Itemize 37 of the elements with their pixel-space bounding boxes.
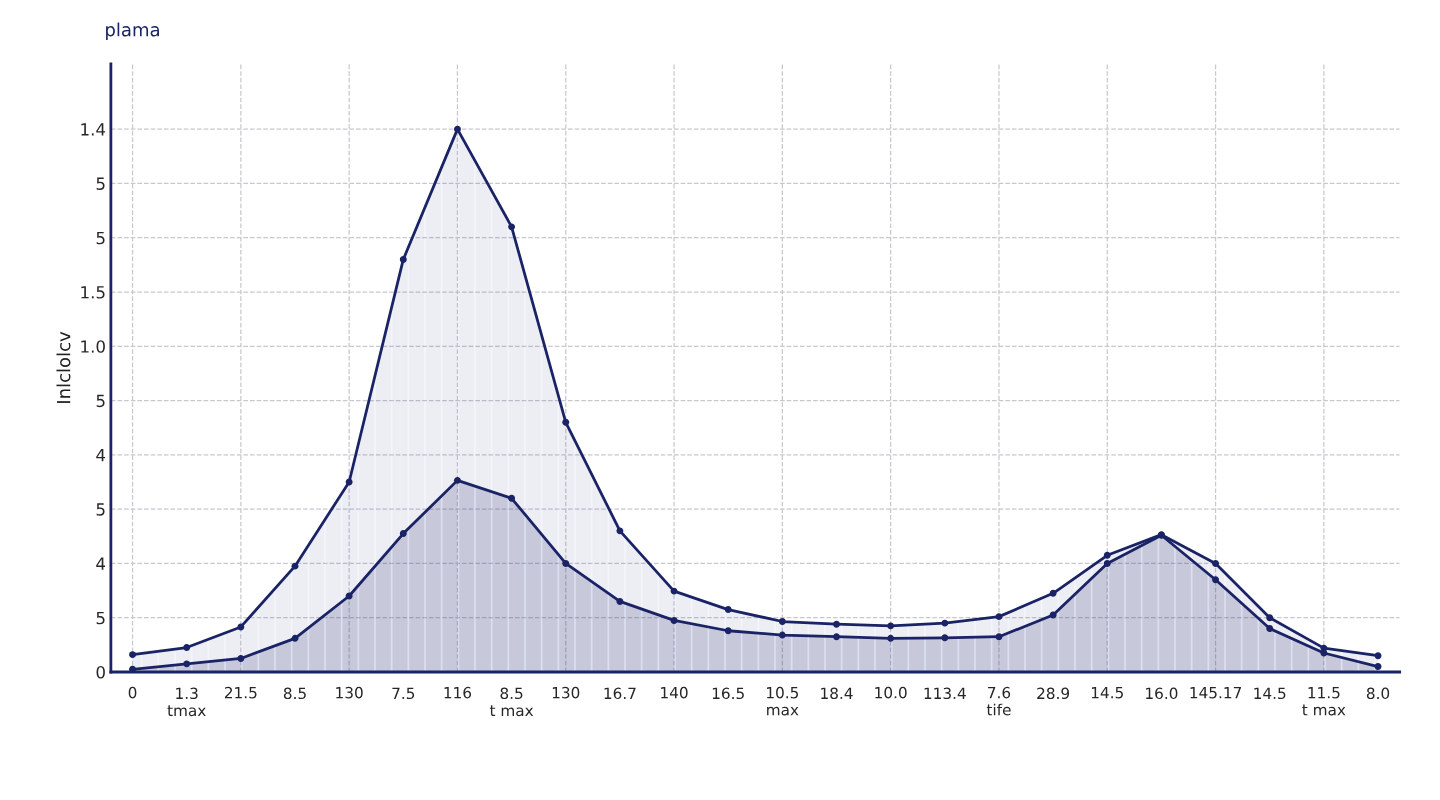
text: 5 [96, 611, 105, 625]
x-tick-label: 145.17 [1190, 687, 1241, 699]
x-tick-label: 8.5 [283, 687, 306, 700]
x-tick-label: 1.3 tmax [167, 687, 206, 717]
x-tick-label: 7.6 tife [986, 686, 1011, 716]
x-tick-label: 21.5 [224, 686, 257, 699]
x-tick-label: 14.5 [1091, 687, 1123, 699]
x-tick-label: 11.5 t max [1302, 687, 1346, 716]
chart-title: plama [106, 22, 159, 40]
text: 4 [96, 557, 106, 570]
x-tick-label: 16.7 [604, 687, 636, 700]
text: 4 [96, 449, 106, 462]
text: 0 [96, 665, 105, 679]
text: 5 [96, 177, 105, 190]
text: 5 [96, 503, 105, 516]
y-axis-title: Inlclolcv [56, 331, 71, 403]
x-tick-label: 0 [128, 686, 137, 699]
x-tick-label: 116 [444, 686, 472, 699]
x-tick-label: 18.4 [821, 687, 853, 700]
x-tick-label: 28.9 [1037, 687, 1070, 700]
text: 1.4 [81, 123, 106, 136]
text: 1.0 [81, 340, 105, 353]
x-tick-label: 16.5 [712, 687, 744, 700]
x-tick-label: 14.5 [1254, 687, 1286, 700]
x-tick-label: 130 [336, 686, 363, 699]
x-tick-label: 7.5 [392, 687, 415, 700]
x-tick-label: 113.4 [924, 687, 966, 700]
x-tick-label: 8.0 [1366, 687, 1390, 700]
x-tick-label: 16.0 [1146, 687, 1178, 700]
x-tick-label: 10.5 max [767, 686, 799, 716]
text: 1.5 [81, 286, 105, 299]
x-tick-label: 140 [661, 686, 688, 699]
x-tick-label: 130 [552, 686, 580, 699]
x-tick-label: 8.5 t max [489, 687, 534, 717]
x-tick-label: 10.0 [875, 686, 907, 699]
text: 5 [96, 394, 105, 408]
text: 5 [96, 231, 105, 245]
